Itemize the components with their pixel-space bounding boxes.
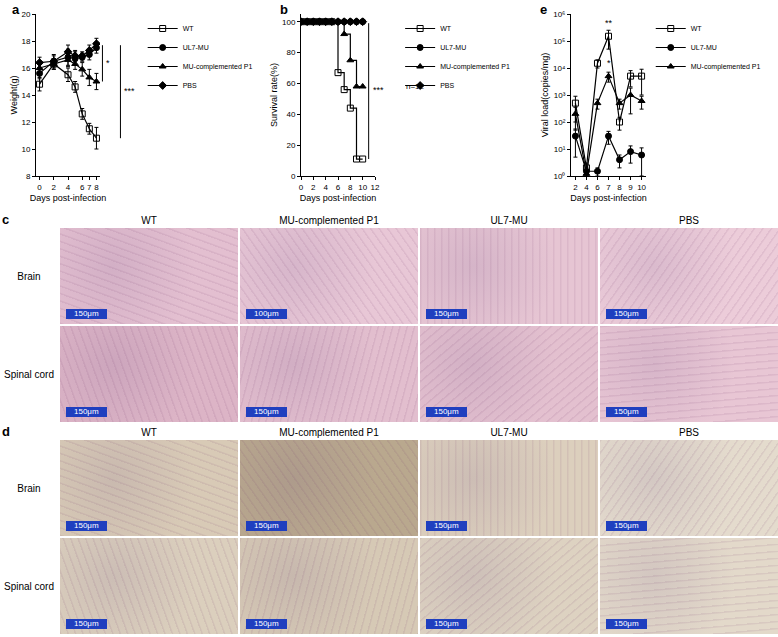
svg-text:7: 7 [87, 183, 92, 192]
svg-text:6: 6 [595, 183, 600, 192]
svg-text:20: 20 [21, 10, 30, 19]
svg-text:2: 2 [573, 183, 578, 192]
svg-text:10⁶: 10⁶ [553, 10, 565, 19]
svg-text:WT: WT [691, 25, 703, 32]
svg-text:2: 2 [52, 183, 57, 192]
svg-text:18: 18 [21, 37, 30, 46]
svg-text:10¹: 10¹ [554, 145, 566, 154]
svg-text:PBS: PBS [440, 82, 454, 89]
svg-text:12: 12 [21, 118, 30, 127]
svg-text:4: 4 [584, 183, 589, 192]
html-text:150μm: 150μm [74, 407, 99, 416]
html-text:150μm: 150μm [74, 521, 99, 530]
svg-text:n=12: n=12 [406, 82, 425, 91]
html-text:150μm: 150μm [434, 521, 459, 530]
svg-text:0: 0 [37, 183, 42, 192]
svg-text:a: a [12, 2, 20, 17]
svg-text:MU-complemented P1: MU-complemented P1 [440, 63, 510, 71]
html-text:150μm: 150μm [254, 407, 279, 416]
svg-text:60: 60 [286, 79, 295, 88]
html-text:d: d [2, 424, 10, 439]
svg-text:***: *** [124, 86, 135, 96]
html-text:150μm: 150μm [614, 309, 639, 318]
svg-text:Survival rate(%): Survival rate(%) [269, 63, 279, 127]
html-text:Spinal cord: Spinal cord [4, 580, 54, 592]
html-text:150μm: 150μm [254, 619, 279, 628]
svg-text:Weight(g): Weight(g) [9, 76, 19, 115]
svg-text:**: ** [605, 18, 613, 28]
svg-text:6: 6 [80, 183, 85, 192]
html-text:WT: WT [141, 427, 157, 438]
svg-text:Viral load(copies/mg): Viral load(copies/mg) [540, 53, 550, 137]
svg-text:0: 0 [299, 183, 304, 192]
svg-text:10⁴: 10⁴ [553, 64, 566, 73]
svg-text:16: 16 [21, 64, 30, 73]
html-text:150μm: 150μm [434, 619, 459, 628]
svg-text:8: 8 [94, 183, 99, 192]
svg-text:8: 8 [26, 172, 31, 181]
svg-text:UL7-MU: UL7-MU [183, 44, 209, 51]
svg-text:PBS: PBS [183, 82, 197, 89]
svg-text:12: 12 [371, 183, 380, 192]
svg-text:*: * [106, 58, 110, 68]
svg-text:UL7-MU: UL7-MU [440, 44, 466, 51]
svg-text:Days post-infection: Days post-infection [300, 193, 377, 203]
svg-text:10: 10 [21, 145, 30, 154]
html-text:PBS: PBS [679, 215, 699, 226]
html-text:150μm: 150μm [614, 521, 639, 530]
html-text:Brain: Brain [17, 270, 41, 282]
html-text:c: c [2, 212, 10, 227]
html-text:150μm: 150μm [614, 407, 639, 416]
svg-text:100: 100 [282, 18, 296, 27]
svg-text:***: *** [373, 85, 384, 95]
svg-text:UL7-MU: UL7-MU [691, 44, 717, 51]
html-text:UL7-MU: UL7-MU [490, 215, 528, 226]
svg-text:6: 6 [336, 183, 341, 192]
svg-text:40: 40 [286, 110, 295, 119]
svg-text:Days post-infection: Days post-infection [570, 193, 647, 203]
svg-text:2: 2 [311, 183, 316, 192]
svg-text:4: 4 [66, 183, 71, 192]
html-text:WT: WT [141, 215, 157, 226]
svg-text:MU-complemented P1: MU-complemented P1 [691, 63, 761, 71]
svg-text:20: 20 [286, 141, 295, 150]
html-text:Brain: Brain [17, 482, 41, 494]
svg-text:10⁰: 10⁰ [553, 172, 565, 181]
html-text:150μm: 150μm [434, 407, 459, 416]
html-text:MU-complemented P1: MU-complemented P1 [279, 215, 379, 226]
html-text:150μm: 150μm [74, 619, 99, 628]
html-text:150μm: 150μm [74, 309, 99, 318]
svg-text:*: * [607, 58, 611, 68]
html-text:UL7-MU: UL7-MU [490, 427, 528, 438]
svg-text:WT: WT [183, 25, 195, 32]
svg-text:10: 10 [358, 183, 367, 192]
svg-text:14: 14 [21, 91, 30, 100]
svg-text:7: 7 [606, 183, 611, 192]
svg-text:10³: 10³ [554, 91, 566, 100]
html-text:100μm: 100μm [254, 309, 279, 318]
html-text:Spinal cord: Spinal cord [4, 368, 54, 380]
svg-text:MU-complemented P1: MU-complemented P1 [183, 63, 253, 71]
svg-text:9: 9 [628, 183, 633, 192]
svg-text:e: e [540, 2, 547, 17]
svg-text:4: 4 [323, 183, 328, 192]
html-text:PBS: PBS [679, 427, 699, 438]
html-text:150μm: 150μm [254, 521, 279, 530]
svg-text:10²: 10² [554, 118, 566, 127]
svg-text:10⁵: 10⁵ [553, 37, 565, 46]
html-text:150μm: 150μm [434, 309, 459, 318]
svg-text:0: 0 [291, 172, 296, 181]
svg-text:WT: WT [440, 25, 452, 32]
svg-text:8: 8 [617, 183, 622, 192]
svg-text:80: 80 [286, 48, 295, 57]
svg-text:Days post-infection: Days post-infection [30, 193, 107, 203]
svg-text:b: b [280, 2, 288, 17]
svg-text:8: 8 [348, 183, 353, 192]
html-text:150μm: 150μm [614, 619, 639, 628]
html-text:MU-complemented P1: MU-complemented P1 [279, 427, 379, 438]
svg-text:10: 10 [637, 183, 646, 192]
